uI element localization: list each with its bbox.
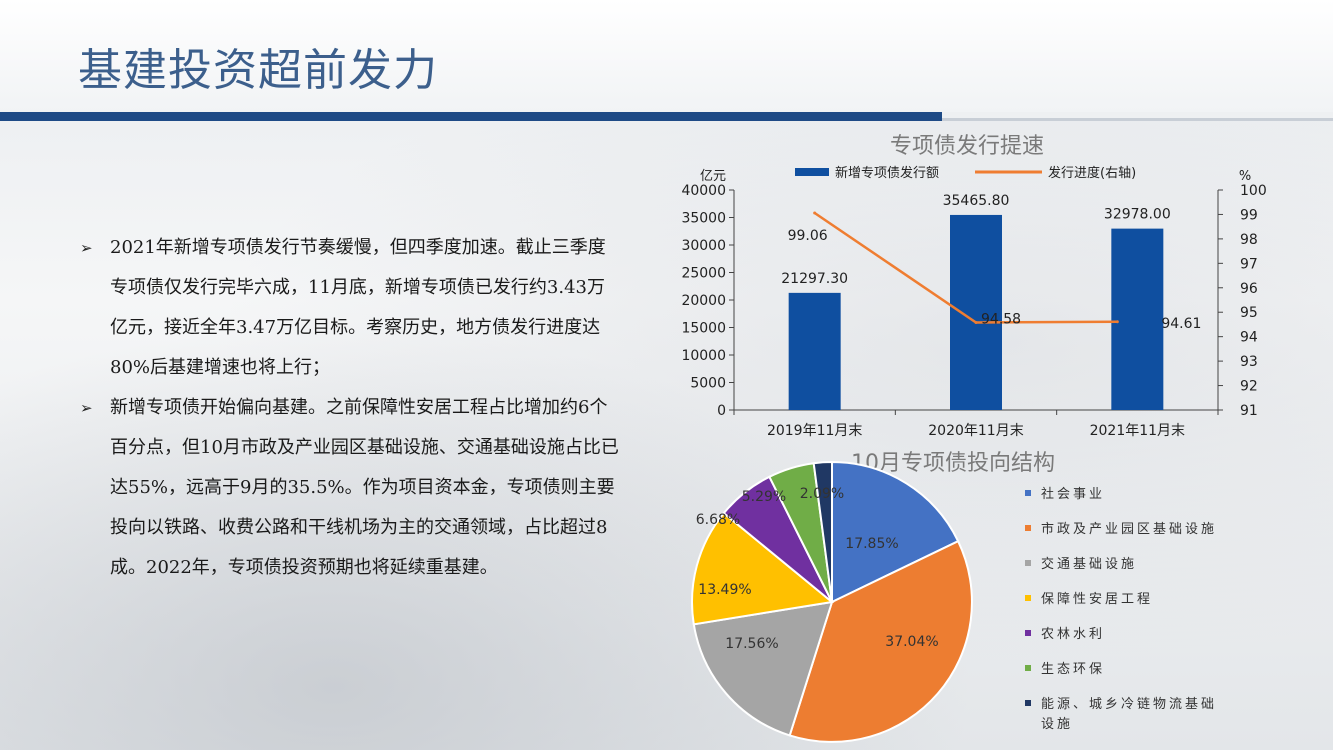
title-rule-thin (942, 118, 1333, 121)
pie-slice (691, 511, 835, 626)
bullet-arrow-icon: ➢ (80, 399, 93, 417)
bullet-item: ➢ 2021年新增专项债发行节奏缓慢，但四季度加速。截止三季度专项债仅发行完毕六… (80, 228, 620, 388)
pie-legend: 社会事业市政及产业园区基础设施交通基础设施保障性安居工程农林水利生态环保能源、城… (1025, 486, 1217, 732)
right-axis-unit: % (1239, 169, 1251, 184)
right-tick-label: 91 (1240, 403, 1258, 419)
pie-slice (812, 460, 833, 603)
legend-swatch (1025, 490, 1031, 496)
legend-label: 社会事业 (1041, 486, 1105, 502)
left-tick-label: 20000 (681, 293, 726, 309)
line-point (813, 211, 817, 215)
left-tick-label: 0 (717, 403, 726, 419)
legend-swatch (1025, 560, 1031, 566)
right-tick-label: 98 (1240, 232, 1258, 248)
right-tick-label: 92 (1240, 379, 1258, 395)
legend-swatch (1025, 595, 1031, 601)
pie-slice (788, 539, 973, 743)
chart-marks: 21297.30 35465.80 32978.00 99.06 94.58 94.61 (781, 193, 1201, 410)
left-tick-label: 25000 (681, 266, 726, 282)
pie-slice (692, 600, 834, 737)
pie-slices: 17.85% 37.04% 17.56% 13.49% 6.68%5.29% 2.09% (691, 460, 973, 743)
pie-value-label: 37.04% (885, 634, 938, 650)
legend-label: 设施 (1041, 717, 1073, 732)
pie-value-label: 13.49% (698, 582, 751, 598)
bullet-item: ➢ 新增专项债开始偏向基建。之前保障性安居工程占比增加约6个百分点，但10月市政… (80, 388, 620, 588)
pie-value-label: 17.85% (845, 536, 898, 552)
left-tick-label: 35000 (681, 211, 726, 227)
right-tick-label: 96 (1240, 281, 1258, 297)
bar-line-chart: 专项债发行提速 亿元 % 新增专项债发行额 发行进度(右轴) 0 5000 1000… (681, 134, 1266, 439)
line-value-label: 94.61 (1161, 316, 1201, 332)
bar-value-label: 21297.30 (781, 271, 848, 287)
left-tick-label: 10000 (681, 348, 726, 364)
pie-value-label: 17.56% (725, 636, 778, 652)
right-tick-label: 94 (1240, 330, 1258, 346)
line-point (974, 320, 978, 324)
x-tick-label: 2021年11月末 (1090, 423, 1185, 439)
right-tick-label: 97 (1240, 256, 1258, 272)
legend-label: 农林水利 (1041, 627, 1105, 642)
title-band (0, 0, 1333, 112)
legend-line-label: 发行进度(右轴) (1048, 165, 1136, 181)
bullet-text: 新增专项债开始偏向基建。之前保障性安居工程占比增加约6个百分点，但10月市政及产… (110, 397, 619, 578)
x-tick-label: 2019年11月末 (767, 423, 862, 439)
pie-value-label: 5.29% (742, 489, 786, 505)
legend-bar-label: 新增专项债发行额 (835, 165, 939, 181)
left-tick-label: 30000 (681, 238, 726, 254)
bar-value-label: 35465.80 (943, 193, 1010, 209)
bullet-arrow-icon: ➢ (80, 239, 93, 257)
right-tick-label: 99 (1240, 207, 1258, 223)
legend-swatch (1025, 665, 1031, 671)
legend-swatch (1025, 525, 1031, 531)
line-point (1115, 320, 1119, 324)
x-tick-label: 2020年11月末 (928, 423, 1023, 439)
right-tick-label: 95 (1240, 305, 1258, 321)
bullet-text: 2021年新增专项债发行节奏缓慢，但四季度加速。截止三季度专项债仅发行完毕六成，… (110, 237, 606, 378)
pie-chart: 10月专项债投向结构 17.85%37.04%17.56%13.49%6.68%… (691, 451, 1217, 743)
legend-label: 生态环保 (1041, 662, 1105, 677)
pie-value-label: 2.09% (800, 486, 844, 502)
left-tick-label: 40000 (681, 183, 726, 199)
bar (950, 214, 1002, 410)
legend-swatch (1025, 630, 1031, 636)
legend-swatch (1025, 700, 1031, 706)
pie-value-label: 6.68% (696, 512, 740, 528)
line-value-label: 94.58 (981, 311, 1021, 327)
pie-slice (831, 460, 960, 604)
left-tick-label: 15000 (681, 321, 726, 337)
legend-label: 保障性安居工程 (1041, 592, 1153, 607)
left-tick-label: 5000 (690, 376, 726, 392)
background-decoration (0, 121, 1333, 750)
legend-label: 交通基础设施 (1041, 556, 1137, 572)
title-rule (0, 112, 942, 121)
bar (1111, 228, 1164, 410)
legend-label: 能源、城乡冷链物流基础 (1041, 697, 1217, 712)
page-title: 基建投资超前发力 (78, 45, 438, 96)
right-tick-label: 100 (1240, 183, 1267, 199)
bullet-list: ➢ 2021年新增专项债发行节奏缓慢，但四季度加速。截止三季度专项债仅发行完毕六… (80, 228, 620, 588)
legend-label: 市政及产业园区基础设施 (1041, 521, 1217, 537)
bar-value-label: 32978.00 (1104, 207, 1171, 223)
line-value-label: 99.06 (788, 228, 828, 244)
chart-title: 专项债发行提速 (890, 134, 1044, 159)
left-axis-unit: 亿元 (700, 169, 726, 184)
chart-axes: 0 5000 10000 15000 20000 25000 30000 35000 40000… (681, 183, 1266, 439)
bar (788, 292, 841, 410)
legend-bar-swatch (795, 168, 829, 176)
right-tick-label: 93 (1240, 354, 1258, 370)
